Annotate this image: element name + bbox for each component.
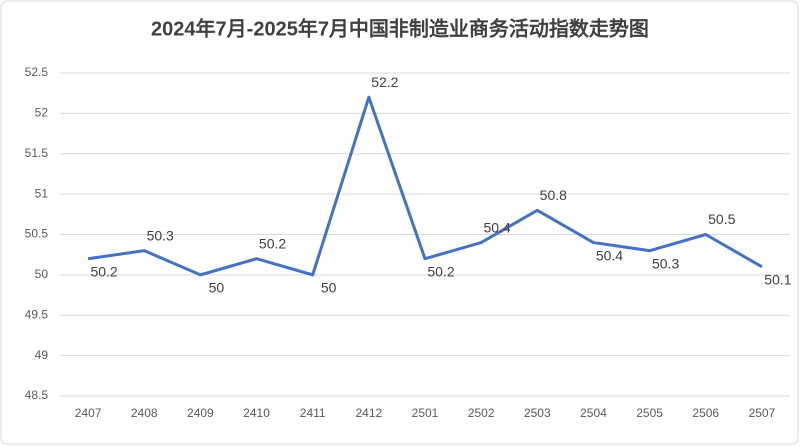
y-tick-label: 51 [35,186,49,200]
data-label: 52.2 [371,74,398,90]
x-tick-label: 2504 [580,406,607,420]
x-tick-label: 2411 [300,406,326,420]
data-label: 50.3 [652,255,679,271]
x-tick-label: 2506 [692,406,719,420]
x-tick-label: 2410 [243,406,270,420]
data-label: 50.2 [90,263,117,279]
data-label: 50.5 [708,211,735,227]
y-tick-label: 52 [35,106,49,120]
data-label: 50.8 [540,187,567,203]
data-label: 50.2 [259,235,286,251]
x-tick-label: 2507 [749,406,776,420]
data-label: 50.1 [764,272,791,288]
data-label: 50 [321,280,337,296]
y-tick-label: 51.5 [25,146,49,160]
data-label: 50.4 [596,247,623,263]
data-label: 50.2 [427,263,454,279]
y-tick-label: 49.5 [25,307,49,321]
y-tick-label: 52.5 [25,65,49,79]
x-tick-label: 2407 [75,406,102,420]
x-tick-label: 2408 [131,406,158,420]
x-tick-label: 2412 [355,406,382,420]
x-tick-label: 2503 [524,406,551,420]
data-label: 50.4 [484,219,511,235]
data-label: 50 [209,280,225,296]
y-tick-label: 50 [35,267,49,281]
y-tick-label: 49 [35,348,49,362]
line-series [87,95,763,277]
y-tick-label: 50.5 [25,227,49,241]
chart-title: 2024年7月-2025年7月中国非制造业商务活动指数走势图 [151,16,649,40]
x-tick-label: 2409 [187,406,214,420]
x-tick-label: 2505 [636,406,663,420]
x-tick-label: 2501 [412,406,439,420]
y-tick-label: 48.5 [25,388,49,402]
data-label: 50.3 [147,227,174,243]
x-tick-label: 2502 [468,406,495,420]
